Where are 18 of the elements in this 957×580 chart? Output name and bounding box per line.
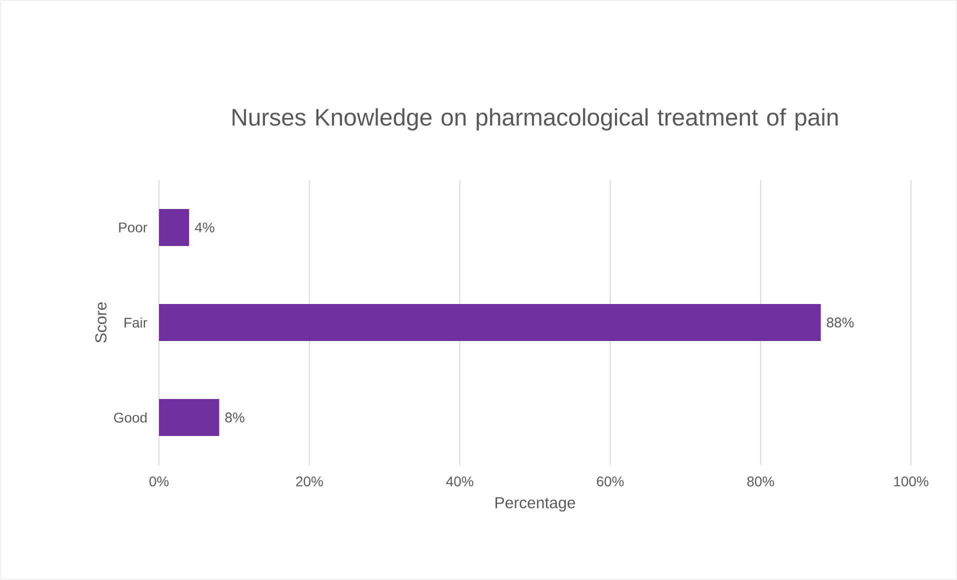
y-tick-label: Fair [124,317,148,328]
y-axis-title: Score [95,302,107,343]
data-label: 4% [194,222,214,232]
x-tick-label: 60% [596,476,624,486]
data-label: 88% [826,318,854,328]
y-tick-label: Good [114,412,147,423]
x-tick-label: 20% [296,476,323,486]
x-axis-title: Percentage [496,497,576,512]
y-tick-label: Poor [119,222,148,232]
x-tick-label: 100% [894,476,928,486]
x-tick-label: 0% [149,476,169,486]
x-tick-label: 80% [747,476,774,486]
bar [159,398,220,436]
bar [159,208,190,246]
bar [159,304,821,341]
data-label: 8% [225,412,244,422]
x-tick-label: 40% [446,476,474,486]
chart-title: Nurses Knowledge on pharmacological treatment of pain [232,108,838,130]
